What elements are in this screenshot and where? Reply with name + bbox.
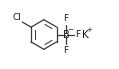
Text: F: F <box>63 14 69 23</box>
Text: B: B <box>63 30 69 39</box>
Text: F: F <box>63 46 69 55</box>
Text: −: − <box>67 27 73 33</box>
Text: Cl: Cl <box>13 13 22 22</box>
Text: K: K <box>82 30 89 39</box>
Text: +: + <box>86 27 92 33</box>
Text: F: F <box>75 30 80 39</box>
